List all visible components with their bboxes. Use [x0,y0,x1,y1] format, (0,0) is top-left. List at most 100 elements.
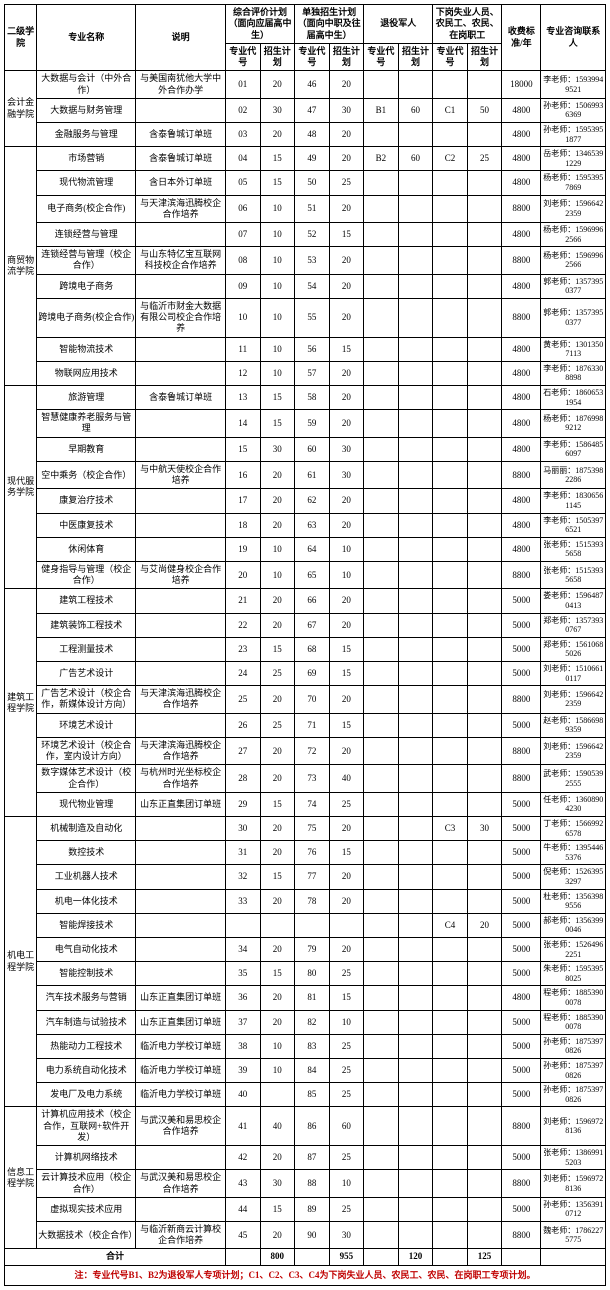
p4-cell [467,1146,502,1170]
table-row: 汽车技术服务与营销山东正直集团订单班362081154800程老师：188539… [5,986,606,1010]
fee-cell: 5000 [502,1083,541,1107]
p4-cell [467,437,502,461]
major-cell: 热能动力工程技术 [37,1034,136,1058]
p2-cell: 20 [329,513,364,537]
p4-cell [467,1197,502,1221]
totals-row: 合计800955120125 [5,1249,606,1265]
h-code: 专业代号 [295,43,330,71]
c4-cell [433,410,468,438]
fee-cell: 4800 [502,986,541,1010]
contact-cell: 张老师：13869915203 [541,1146,606,1170]
desc-cell: 含泰鲁城订单班 [136,386,226,410]
p1-cell: 15 [260,386,295,410]
c2-cell: 61 [295,461,330,489]
desc-cell: 与杭州时光坐标校企合作培养 [136,765,226,793]
p1-cell: 40 [260,1107,295,1146]
c2-cell: 51 [295,195,330,223]
desc-cell: 山东正直集团订单班 [136,1010,226,1034]
dept-cell: 建筑工程学院 [5,589,37,817]
fee-cell: 4800 [502,410,541,438]
c4-cell [433,686,468,714]
contact-cell: 娄老师：15964870413 [541,589,606,613]
c4-cell [433,713,468,737]
p3-cell [398,986,433,1010]
major-cell: 空中乘务（校企合作） [37,461,136,489]
contact-cell: 李老师：15053976521 [541,513,606,537]
p2-cell: 25 [329,1197,364,1221]
p2-cell: 30 [329,1221,364,1249]
fee-cell: 8800 [502,247,541,275]
p4-cell [467,298,502,337]
p3-cell [398,613,433,637]
contact-cell: 杨老师：15969962566 [541,247,606,275]
c3-cell [364,662,399,686]
contact-cell: 武老师：15905392555 [541,765,606,793]
contact-cell: 张老师：15153935658 [541,561,606,589]
c2-cell: 77 [295,865,330,889]
fee-cell: 8800 [502,686,541,714]
p1-cell: 20 [260,765,295,793]
p4-cell [467,1221,502,1249]
c3-cell [364,1170,399,1198]
p4-cell: 50 [467,98,502,122]
c2-cell: 86 [295,1107,330,1146]
p2-cell: 30 [329,98,364,122]
contact-cell: 岳老师：13465391229 [541,147,606,171]
c1-cell: 15 [226,437,261,461]
fee-cell: 5000 [502,913,541,937]
p3-cell [398,589,433,613]
p3-cell [398,122,433,146]
c4-cell [433,662,468,686]
c1-cell: 41 [226,1107,261,1146]
fee-cell: 5000 [502,1058,541,1082]
c4-cell [433,1197,468,1221]
c1-cell: 03 [226,122,261,146]
c3-cell: B2 [364,147,399,171]
p3-cell [398,1083,433,1107]
p1-cell: 20 [260,1221,295,1249]
total-cell: 120 [398,1249,433,1265]
p4-cell [467,171,502,195]
c2-cell: 76 [295,841,330,865]
c4-cell [433,561,468,589]
p4-cell [467,865,502,889]
p3-cell [398,337,433,361]
c4-cell [433,171,468,195]
c2-cell: 82 [295,1010,330,1034]
p2-cell: 30 [329,461,364,489]
c4-cell [433,962,468,986]
p1-cell: 20 [260,71,295,99]
c2-cell: 78 [295,889,330,913]
p3-cell [398,513,433,537]
c3-cell [364,561,399,589]
h-dept: 二级学院 [5,5,37,71]
table-row: 中医康复技术182063204800李老师：15053976521 [5,513,606,537]
p3-cell [398,686,433,714]
p4-cell [467,613,502,637]
desc-cell: 与天津滨海迅腾校企合作培养 [136,195,226,223]
c1-cell: 16 [226,461,261,489]
desc-cell: 与天津滨海迅腾校企合作培养 [136,686,226,714]
c3-cell [364,298,399,337]
p3-cell [398,1010,433,1034]
c3-cell [364,637,399,661]
desc-cell [136,962,226,986]
c1-cell: 19 [226,537,261,561]
table-row: 跨境电子商务(校企合作)与临沂市财金大数据有限公司校企合作培养101055208… [5,298,606,337]
major-cell: 跨境电子商务 [37,274,136,298]
p2-cell: 15 [329,223,364,247]
c3-cell [364,247,399,275]
table-row: 虚拟现实技术应用441589255000孙老师：13563910712 [5,1197,606,1221]
c3-cell [364,437,399,461]
table-body: 会计金融学院大数据与会计（中外合作）与美国南犹他大学中外合作办学01204620… [5,71,606,1286]
desc-cell: 与武汉美和易思校企合作培养 [136,1107,226,1146]
p3-cell: 60 [398,147,433,171]
c4-cell [433,938,468,962]
total-cell: 955 [329,1249,364,1265]
c2-cell: 56 [295,337,330,361]
p4-cell [467,962,502,986]
p4-cell [467,1034,502,1058]
c4-cell [433,1058,468,1082]
table-row: 现代服务学院旅游管理含泰鲁城订单班131558204800石老师：1860653… [5,386,606,410]
c3-cell [364,765,399,793]
